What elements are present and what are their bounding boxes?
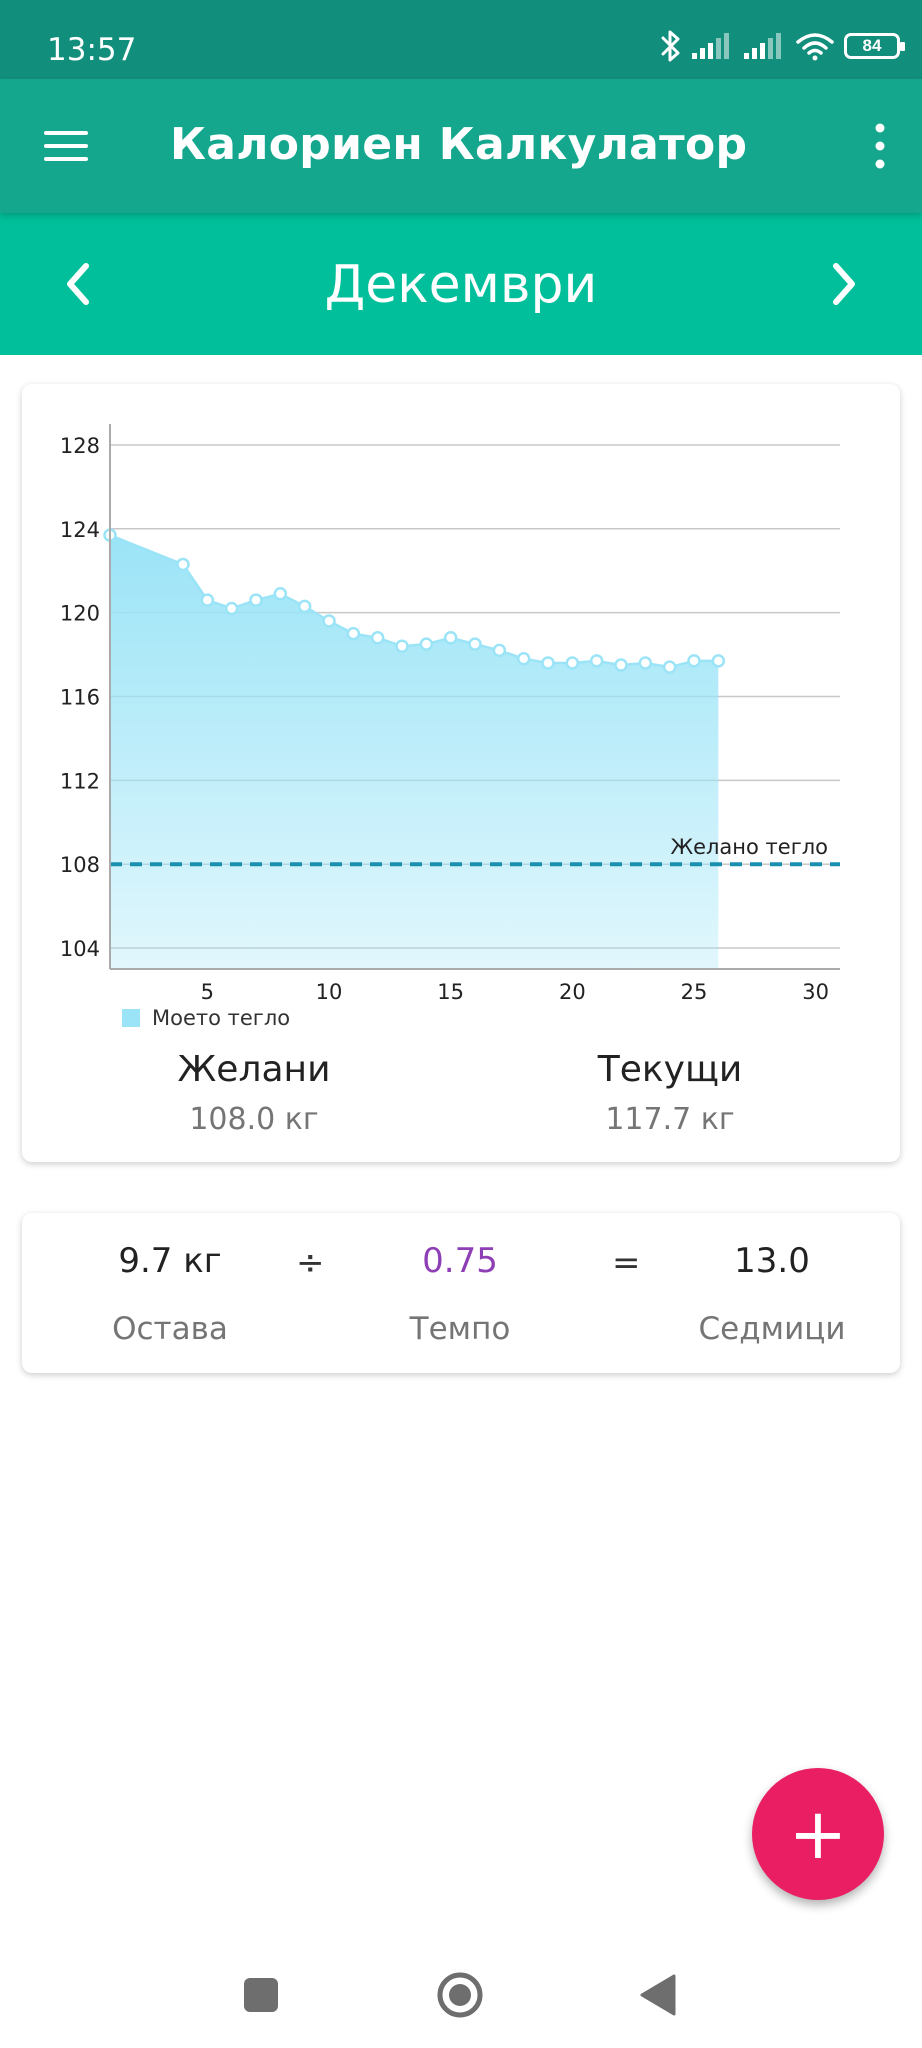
y-tick-label: 108 bbox=[60, 853, 100, 877]
data-point[interactable] bbox=[565, 656, 580, 670]
chevron-right-icon[interactable] bbox=[814, 256, 870, 312]
x-tick-label: 15 bbox=[437, 980, 464, 1004]
data-point[interactable] bbox=[322, 614, 336, 628]
remaining-block: 9.7 кг Остава bbox=[70, 1241, 270, 1347]
data-point[interactable] bbox=[297, 599, 312, 614]
goal-line-label: Желано тегло bbox=[670, 835, 828, 859]
home-circle-icon[interactable] bbox=[435, 1970, 485, 2020]
back-triangle-icon[interactable] bbox=[634, 1970, 684, 2020]
data-point[interactable] bbox=[614, 658, 628, 672]
x-tick-label: 20 bbox=[559, 980, 586, 1004]
data-point[interactable] bbox=[176, 557, 190, 572]
recents-square-icon[interactable] bbox=[236, 1970, 286, 2020]
weeks-label: Седмици bbox=[698, 1311, 846, 1347]
chart-points bbox=[103, 528, 726, 674]
legend-label: Моето тегло bbox=[152, 1006, 291, 1030]
data-point[interactable] bbox=[443, 631, 458, 645]
system-nav-bar bbox=[0, 1940, 922, 2048]
data-point[interactable] bbox=[249, 593, 263, 607]
month-navigation: Декември bbox=[0, 213, 922, 355]
data-point[interactable] bbox=[541, 656, 555, 670]
y-tick-label: 104 bbox=[60, 937, 100, 961]
legend-swatch bbox=[122, 1009, 140, 1027]
weeks-value: 13.0 bbox=[734, 1241, 810, 1281]
chevron-left-icon[interactable] bbox=[52, 256, 108, 312]
data-point[interactable] bbox=[468, 637, 482, 651]
data-point[interactable] bbox=[224, 601, 239, 616]
data-point[interactable] bbox=[419, 637, 434, 651]
data-point[interactable] bbox=[492, 643, 507, 658]
divide-sign: ÷ bbox=[296, 1243, 325, 1283]
current-weight-label: Текущи bbox=[597, 1049, 743, 1090]
calculation-card: 9.7 кг Остава ÷ 0.75 Темпо = 13.0 Седмиц… bbox=[22, 1213, 900, 1373]
x-tick-label: 10 bbox=[316, 980, 343, 1004]
battery-level: 84 bbox=[862, 36, 882, 55]
data-point[interactable] bbox=[200, 593, 215, 607]
data-point[interactable] bbox=[346, 626, 361, 641]
current-weight-stat: Текущи 117.7 кг bbox=[520, 1049, 820, 1137]
current-weight-value: 117.7 кг bbox=[605, 1102, 735, 1137]
signal-icon bbox=[744, 33, 781, 59]
y-tick-label: 116 bbox=[60, 686, 100, 710]
remaining-value: 9.7 кг bbox=[118, 1241, 222, 1281]
weight-chart: Желано тегло 104 108 112 116 120 124 128 5 10 15 2… bbox=[60, 424, 840, 1004]
signal-icon bbox=[692, 33, 729, 59]
equals-sign: = bbox=[612, 1243, 641, 1283]
remaining-label: Остава bbox=[112, 1311, 228, 1347]
chart-axes: 104 108 112 116 120 124 128 5 10 15 20 25 30 bbox=[60, 424, 840, 1004]
data-point[interactable] bbox=[662, 660, 677, 674]
pace-value[interactable]: 0.75 bbox=[422, 1241, 498, 1281]
data-point[interactable] bbox=[370, 631, 385, 645]
status-time: 13:57 bbox=[47, 32, 137, 68]
data-point[interactable] bbox=[273, 587, 288, 601]
weight-area bbox=[110, 535, 719, 969]
menu-icon[interactable] bbox=[42, 121, 92, 171]
app-bar: Калориен Калкулатор bbox=[0, 79, 922, 213]
y-tick-label: 128 bbox=[60, 434, 100, 458]
pace-label: Темпо bbox=[409, 1311, 511, 1347]
data-point[interactable] bbox=[516, 652, 531, 666]
month-title: Декември bbox=[324, 255, 598, 315]
data-point[interactable] bbox=[687, 654, 701, 668]
goal-weight-value: 108.0 кг bbox=[189, 1102, 319, 1137]
x-tick-label: 5 bbox=[201, 980, 214, 1004]
data-point[interactable] bbox=[711, 654, 726, 668]
x-tick-label: 25 bbox=[681, 980, 708, 1004]
goal-weight-label: Желани bbox=[177, 1049, 331, 1090]
pace-block[interactable]: 0.75 Темпо bbox=[360, 1241, 560, 1347]
y-tick-label: 124 bbox=[60, 518, 100, 542]
data-point[interactable] bbox=[638, 656, 653, 670]
plus-icon: + bbox=[788, 1793, 848, 1875]
data-point[interactable] bbox=[395, 639, 409, 653]
status-bar: 13:57 bbox=[0, 0, 922, 79]
more-vert-icon[interactable] bbox=[860, 119, 900, 173]
status-icons: 84 bbox=[660, 26, 905, 66]
weight-chart-card: Желано тегло 104 108 112 116 120 124 128 5 10 15 2… bbox=[22, 384, 900, 1162]
chart-legend: Моето тегло bbox=[122, 1006, 290, 1030]
app-title: Калориен Калкулатор bbox=[170, 119, 748, 170]
battery-icon: 84 bbox=[844, 33, 905, 59]
goal-weight-stat: Желани 108.0 кг bbox=[104, 1049, 404, 1137]
x-tick-label: 30 bbox=[802, 980, 829, 1004]
bluetooth-icon bbox=[661, 30, 680, 62]
goal-layer: Желано тегло bbox=[110, 835, 840, 867]
wifi-icon bbox=[796, 33, 834, 61]
weeks-block: 13.0 Седмици bbox=[672, 1241, 872, 1347]
y-tick-label: 120 bbox=[60, 602, 100, 626]
data-point[interactable] bbox=[589, 654, 604, 668]
y-tick-label: 112 bbox=[60, 769, 100, 793]
add-entry-button[interactable]: + bbox=[752, 1768, 884, 1900]
